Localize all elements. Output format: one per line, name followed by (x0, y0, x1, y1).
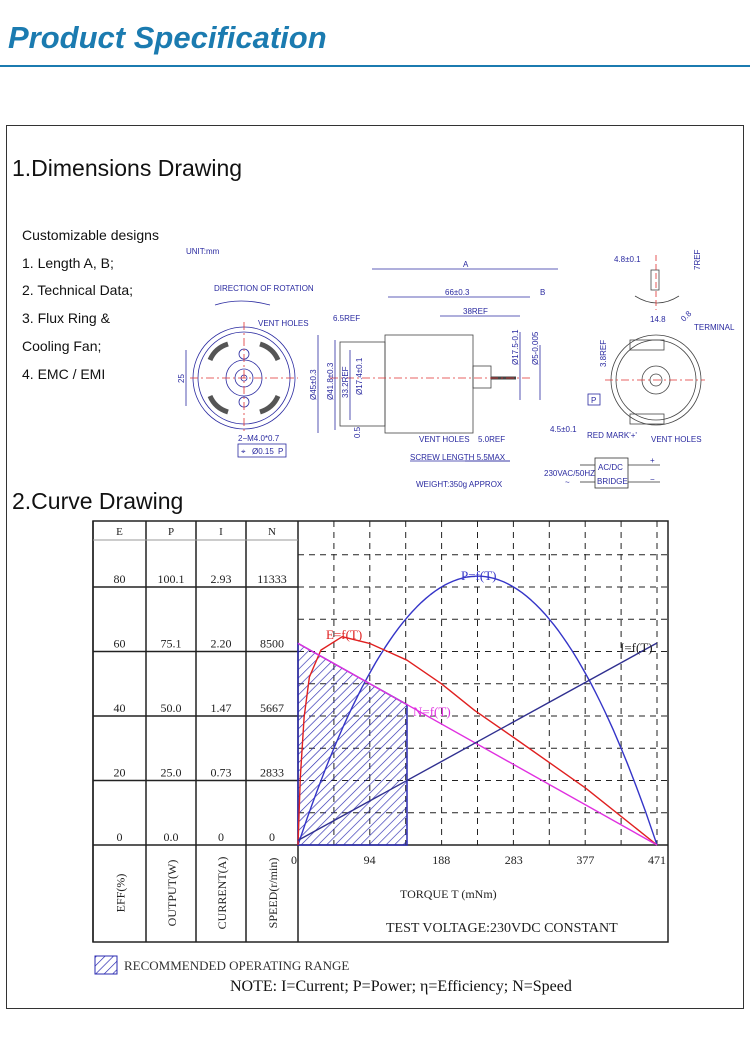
x-tick-label: 0 (291, 853, 297, 867)
position-tolerance-symbol: ⌖ (241, 447, 246, 456)
table-header: P (168, 526, 174, 538)
dim-4-5: 4.5±0.1 (550, 425, 577, 434)
table-cell: 25.0 (161, 766, 182, 780)
feature-item: 4. EMC / EMI (22, 366, 106, 382)
hole-spec: 2−M4.0*0.7 (238, 434, 280, 443)
vent-holes-label: VENT HOLES (258, 319, 309, 328)
table-cell: 2833 (260, 766, 284, 780)
power-curve (297, 575, 658, 846)
x-tick-label: 471 (648, 853, 666, 867)
section-title-dimensions: 1.Dimensions Drawing (12, 155, 243, 181)
page-title: Product Specification (8, 20, 327, 55)
unit-label: UNIT:mm (186, 247, 220, 256)
feature-item: 2. Technical Data; (22, 282, 134, 298)
chart-note: NOTE: I=Current; P=Power; η=Efficiency; … (230, 978, 572, 995)
axis-unit-label: SPEED(r/min) (266, 858, 280, 929)
table-cell: 0.0 (164, 830, 179, 844)
axis-unit-label: OUTPUT(W) (165, 860, 179, 927)
bridge-label-bottom: BRIDGE (597, 477, 628, 486)
tolerance-value: Ø0.15 (252, 447, 274, 456)
dim-14-8: 14.8 (650, 315, 666, 324)
table-header: N (268, 526, 276, 538)
x-tick-label: 377 (576, 853, 594, 867)
series-label-speed: N=f(T) (413, 704, 451, 719)
dim-a: A (463, 260, 469, 269)
supply-label: 230VAC/50HZ (544, 469, 595, 478)
current-curve (297, 642, 658, 842)
plus-terminal: + (650, 456, 655, 465)
table-cell: 75.1 (161, 637, 182, 651)
axis-unit-label: CURRENT(A) (215, 857, 229, 930)
table-cell: 80 (114, 572, 126, 586)
weight-label: WEIGHT:350g APPROX (416, 480, 503, 489)
legend-label-recommended: RECOMMENDED OPERATING RANGE (124, 958, 349, 973)
dim-33-2: 33.2REF (341, 366, 350, 398)
x-tick-label: 188 (432, 853, 450, 867)
red-mark-label: RED MARK'+' (587, 431, 637, 440)
vent-holes-label: VENT HOLES (419, 435, 470, 444)
series-label-power: P=f(T) (461, 568, 497, 583)
feature-item: Cooling Fan; (22, 338, 102, 354)
dim-45: Ø45±0.3 (309, 369, 318, 400)
dim-41-8: Ø41.8±0.3 (326, 362, 335, 400)
table-cell: 0 (269, 830, 275, 844)
axis-unit-label: EFF(%) (114, 874, 128, 913)
datum-p: P (591, 396, 596, 405)
dim-17-4: Ø17.4±0.1 (355, 357, 364, 395)
title-divider (0, 65, 750, 67)
table-header: I (219, 526, 223, 538)
dim-38: 38REF (463, 307, 488, 316)
table-cell: 1.47 (211, 701, 232, 715)
speed-curve (297, 642, 658, 846)
rotation-label: DIRECTION OF ROTATION (214, 284, 314, 293)
table-cell: 20 (114, 766, 126, 780)
chart-subtitle: TEST VOLTAGE:230VDC CONSTANT (386, 921, 618, 936)
table-cell: 40 (114, 701, 126, 715)
table-cell: 60 (114, 637, 126, 651)
efficiency-curve (297, 636, 658, 846)
table-cell: 2.93 (211, 572, 232, 586)
bridge-label-top: AC/DC (598, 463, 623, 472)
series-label-efficiency: E=f(T) (326, 627, 362, 642)
minus-terminal: − (650, 475, 655, 484)
table-cell: 8500 (260, 637, 284, 651)
dim-4-8: 4.8±0.1 (614, 255, 641, 264)
dim-3-8: 3.8REF (599, 340, 608, 367)
feature-item: 1. Length A, B; (22, 255, 114, 271)
dim-25: 25 (177, 374, 186, 383)
table-cell: 2.20 (211, 637, 232, 651)
table-cell: 50.0 (161, 701, 182, 715)
table-cell: 11333 (257, 572, 287, 586)
terminal-label: TERMINAL (694, 323, 735, 332)
table-cell: 0.73 (211, 766, 232, 780)
dim-5-0: 5.0REF (478, 435, 505, 444)
dim-65: 6.5REF (333, 314, 360, 323)
dim-b: B (540, 288, 545, 297)
table-cell: 100.1 (158, 572, 185, 586)
vent-holes-label: VENT HOLES (651, 435, 702, 444)
series-label-current: I=f(T) (620, 640, 653, 655)
tolerance-datum: P (278, 447, 283, 456)
x-axis-label: TORQUE T (mNm) (400, 887, 497, 901)
spec-frame (6, 125, 744, 1009)
table-cell: 5667 (260, 701, 284, 715)
dimensions-drawing: UNIT:mm DIRECTION OF ROTATION VENT HOLES… (177, 247, 735, 489)
feature-item: Customizable designs (22, 227, 159, 243)
ac-symbol: ~ (565, 478, 570, 487)
table-cell: 0 (218, 830, 224, 844)
x-tick-label: 94 (364, 853, 376, 867)
dim-17-5: Ø17.5-0.1 (511, 329, 520, 365)
screw-length: SCREW LENGTH 5.5MAX (410, 453, 506, 462)
dim-0-5: 0.5 (353, 426, 362, 438)
dim-66: 66±0.3 (445, 288, 470, 297)
table-cell: 0 (117, 830, 123, 844)
feature-item: 3. Flux Ring & (22, 310, 110, 326)
dim-5: Ø5-0.005 (531, 331, 540, 365)
legend-swatch-recommended (94, 955, 118, 975)
x-tick-label: 283 (505, 853, 523, 867)
table-header: E (116, 526, 123, 538)
section-title-curves: 2.Curve Drawing (12, 488, 184, 514)
dim-7: 7REF (693, 249, 702, 270)
